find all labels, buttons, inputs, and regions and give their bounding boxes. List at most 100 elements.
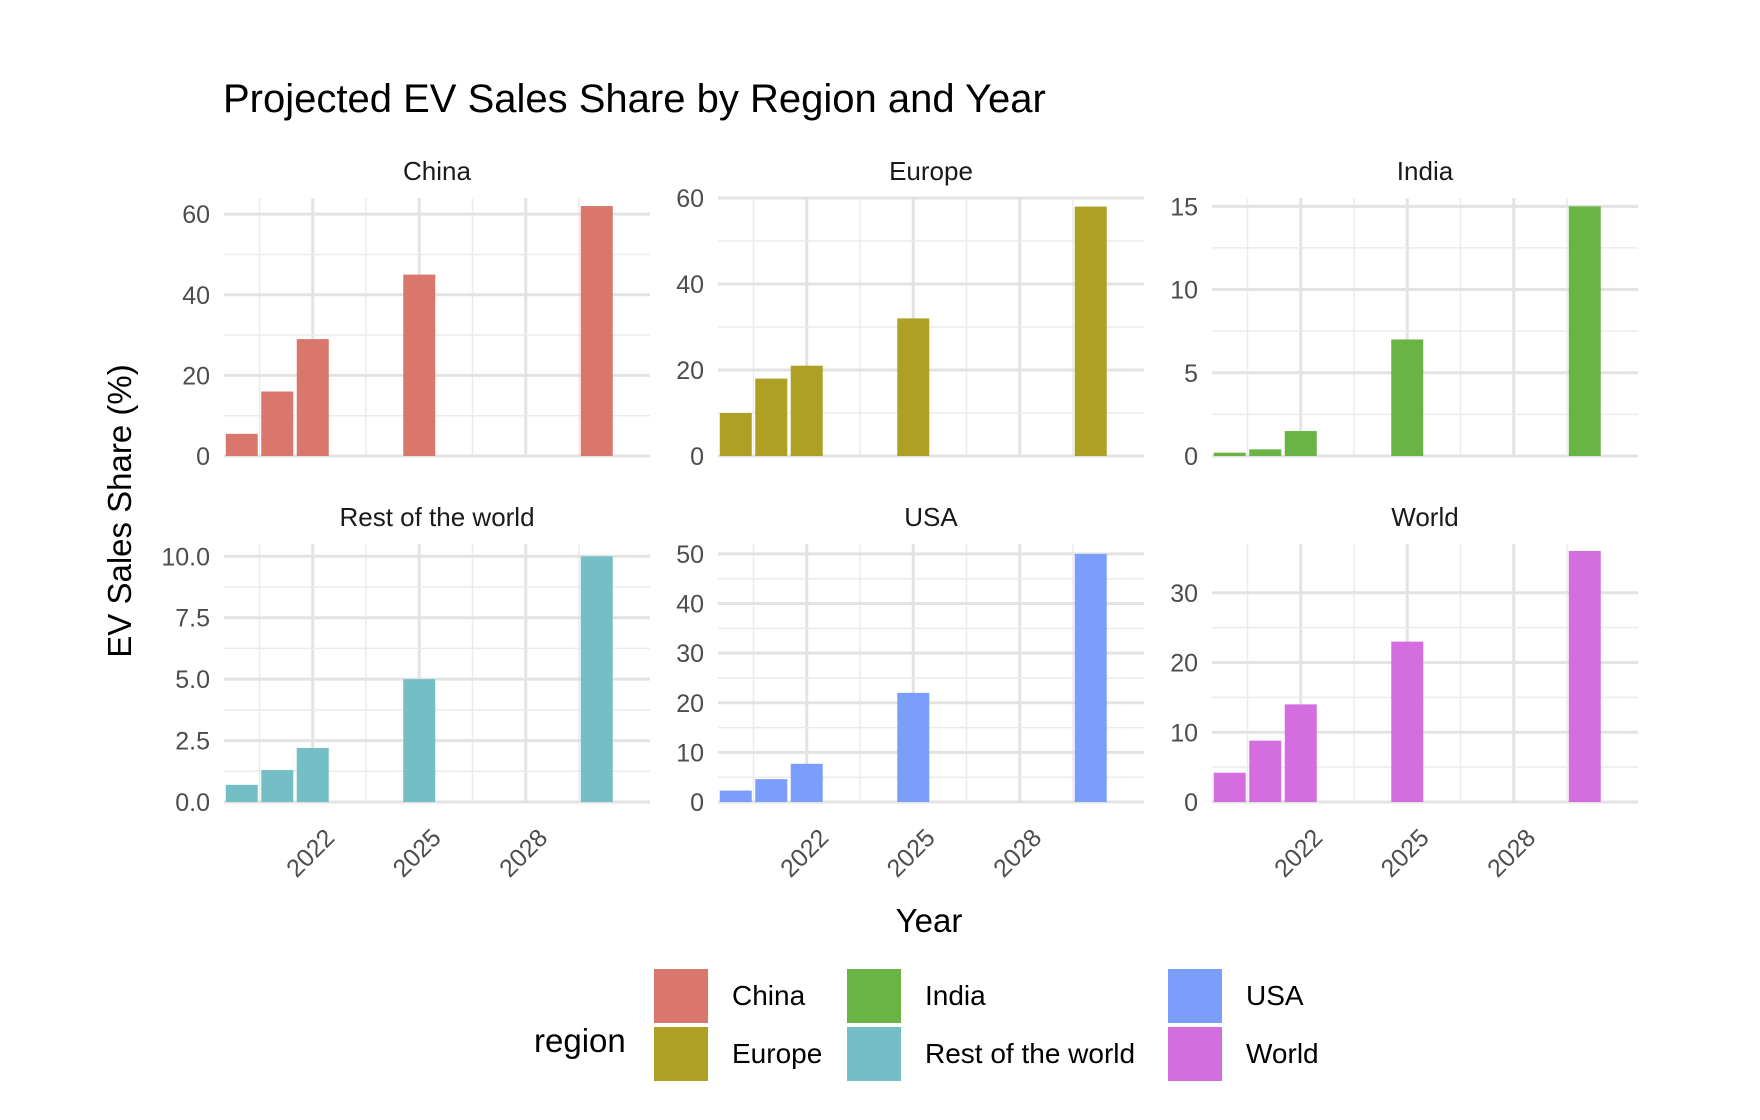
y-tick-label: 50 (676, 541, 704, 569)
legend-label: World (1246, 1038, 1319, 1069)
y-tick-label: 0 (1184, 443, 1198, 471)
bar (403, 274, 436, 456)
chart-title: Projected EV Sales Share by Region and Y… (223, 77, 1046, 121)
y-axis-title: EV Sales Share (%) (101, 364, 138, 657)
y-tick-label: 0 (690, 443, 704, 471)
facet-panel: 0 5 10 15 India (1170, 156, 1638, 471)
bar (1249, 449, 1282, 456)
bar (1568, 550, 1601, 802)
y-tick-label: 0 (690, 789, 704, 817)
facet-panel: 0 20 40 60 China (182, 156, 650, 471)
bar (719, 790, 752, 802)
x-axis-title: Year (896, 902, 963, 939)
y-tick-label: 10.0 (161, 543, 210, 571)
x-tick-label: 2022 (281, 824, 340, 883)
bar (1074, 206, 1107, 456)
legend-label: India (925, 980, 986, 1011)
bar (1213, 452, 1246, 456)
facet-strip-label: China (403, 156, 471, 186)
y-tick-label: 60 (182, 201, 210, 229)
y-tick-label: 5.0 (175, 666, 210, 694)
y-tick-label: 2.5 (175, 728, 210, 756)
y-tick-label: 10 (676, 739, 704, 767)
facet-panels: 0 20 40 60 China 0 20 40 60 Europe 0 5 10 15 India 0.0 2… (161, 156, 1638, 883)
legend-swatch (1168, 1027, 1222, 1081)
legend-item: World (1168, 1027, 1319, 1081)
y-tick-label: 0 (1184, 789, 1198, 817)
x-tick-label: 2022 (1269, 824, 1328, 883)
facet-strip-label: World (1391, 502, 1458, 532)
bar (1074, 553, 1107, 802)
bar (790, 365, 823, 456)
bar (719, 413, 752, 456)
y-tick-label: 15 (1170, 193, 1198, 221)
y-tick-label: 5 (1184, 360, 1198, 388)
legend-item: Europe (654, 1027, 822, 1081)
y-tick-label: 7.5 (175, 605, 210, 633)
facet-panel: 0 20 40 60 Europe (676, 156, 1144, 471)
legend-label: Rest of the world (925, 1038, 1135, 1069)
legend-item: Rest of the world (847, 1027, 1135, 1081)
bar (1284, 704, 1317, 802)
bar (580, 206, 613, 456)
legend: region China Europe India Rest of the world U… (534, 969, 1319, 1081)
bar (897, 692, 930, 802)
bar (1391, 641, 1424, 802)
y-tick-label: 30 (1170, 580, 1198, 608)
bar (1284, 431, 1317, 456)
facet-strip-label: India (1397, 156, 1454, 186)
bar (403, 679, 436, 802)
legend-swatch (847, 969, 901, 1023)
y-tick-label: 40 (676, 271, 704, 299)
facet-strip-label: Europe (889, 156, 973, 186)
y-tick-label: 20 (182, 362, 210, 390)
bar (261, 770, 294, 802)
bar (790, 763, 823, 802)
legend-swatch (847, 1027, 901, 1081)
bar (580, 556, 613, 802)
legend-swatch (1168, 969, 1222, 1023)
y-tick-label: 30 (676, 640, 704, 668)
legend-swatch (654, 1027, 708, 1081)
x-tick-label: 2028 (988, 824, 1047, 883)
legend-title: region (534, 1022, 626, 1059)
bar (897, 318, 930, 456)
bar (225, 784, 258, 802)
bar (225, 433, 258, 456)
bar (261, 391, 294, 456)
x-tick-label: 2025 (882, 824, 941, 883)
y-tick-label: 20 (1170, 650, 1198, 678)
legend-label: China (732, 980, 806, 1011)
y-tick-label: 0 (196, 443, 210, 471)
y-tick-label: 10 (1170, 277, 1198, 305)
bar (296, 747, 329, 802)
y-tick-label: 20 (676, 690, 704, 718)
bar (755, 378, 788, 456)
legend-label: USA (1246, 980, 1304, 1011)
legend-item: India (847, 969, 986, 1023)
x-tick-label: 2022 (775, 824, 834, 883)
bar (1213, 772, 1246, 802)
legend-item: USA (1168, 969, 1304, 1023)
legend-item: China (654, 969, 806, 1023)
x-tick-label: 2025 (1376, 824, 1435, 883)
y-tick-label: 20 (676, 357, 704, 385)
facet-strip-label: Rest of the world (339, 502, 534, 532)
y-tick-label: 0.0 (175, 789, 210, 817)
x-tick-label: 2028 (1482, 824, 1541, 883)
bar (296, 339, 329, 456)
bar (1249, 740, 1282, 802)
y-tick-label: 10 (1170, 719, 1198, 747)
bar (755, 779, 788, 802)
bar (1568, 206, 1601, 456)
bar (1391, 339, 1424, 456)
facet-panel: 0.0 2.5 5.0 7.5 10.0 Rest of the world 2022 202… (161, 502, 650, 883)
legend-swatch (654, 969, 708, 1023)
y-tick-label: 40 (676, 591, 704, 619)
x-tick-label: 2025 (388, 824, 447, 883)
facet-panel: 0 10 20 30 World 2022 2025 2028 (1170, 502, 1638, 883)
legend-label: Europe (732, 1038, 822, 1069)
facet-strip-label: USA (904, 502, 958, 532)
